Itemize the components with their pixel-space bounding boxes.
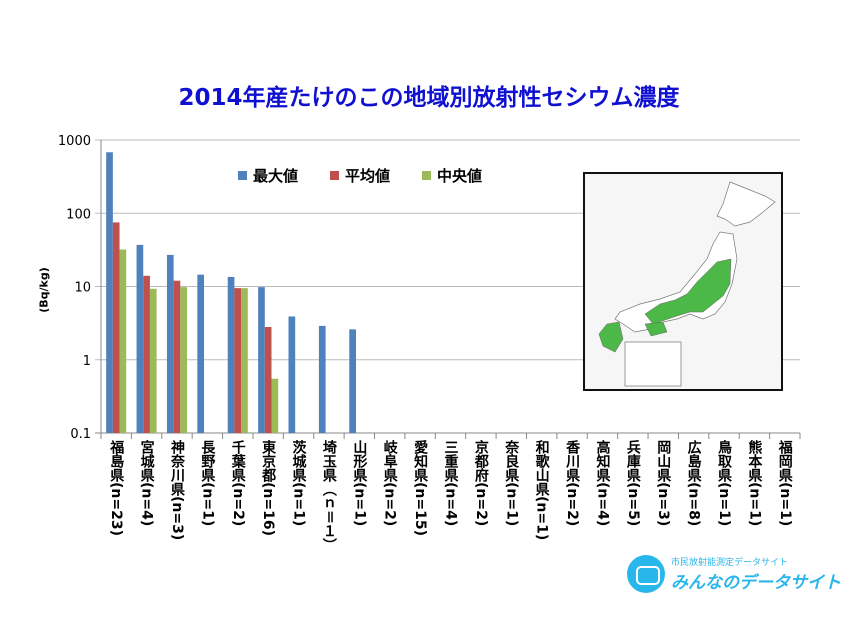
x-tick-label: 茨城県(n=1) — [290, 440, 307, 527]
x-tick-label: 長野県(n=1) — [199, 440, 216, 527]
hokkaido — [716, 181, 776, 227]
x-tick-label: 埼玉県（ｎ＝１） — [320, 440, 337, 552]
bar-平均値-2 — [173, 280, 181, 433]
site-logo: 市民放射能測定データサイト みんなのデータサイト — [627, 555, 841, 593]
x-tick-label: 熊本県(n=1) — [746, 440, 763, 527]
bar-最大値-5 — [258, 287, 265, 433]
x-tick-label: 千葉県(n=2) — [229, 440, 246, 527]
legend-label: 最大値 — [253, 167, 299, 185]
x-tick-label: 宮城県(n=4) — [138, 440, 155, 527]
bar-最大値-3 — [197, 274, 205, 433]
x-tick-label: 東京都(n=16) — [260, 440, 277, 536]
y-tick-label: 100 — [66, 207, 91, 222]
bar-最大値-4 — [227, 276, 235, 433]
bar-最大値-2 — [166, 254, 174, 433]
x-tick-label: 香川県(n=2) — [564, 440, 581, 527]
japan-map-inset — [583, 172, 783, 391]
x-tick-label: 山形県(n=1) — [351, 440, 368, 527]
legend-swatch — [330, 171, 339, 180]
y-axis-label: (Bq/kg) — [37, 267, 51, 313]
x-tick-label: 福島県(n=23) — [108, 440, 125, 536]
legend-item: 中央値 — [422, 165, 482, 186]
y-tick-label: 1 — [83, 354, 91, 369]
bar-平均値-1 — [143, 275, 150, 433]
bar-最大値-8 — [349, 329, 356, 433]
logo-title: みんなのデータサイト — [671, 573, 841, 593]
x-tick-label: 岡山県(n=3) — [655, 440, 672, 527]
legend-item: 最大値 — [238, 165, 298, 186]
x-tick-label: 兵庫県(n=5) — [624, 440, 641, 527]
y-tick-label: 10 — [74, 281, 91, 296]
x-tick-label: 鳥取県(n=1) — [716, 440, 733, 527]
sampled-prefectures — [644, 258, 732, 325]
x-tick-label: 京都府(n=2) — [472, 440, 489, 527]
bar-最大値-1 — [136, 244, 144, 433]
legend-label: 中央値 — [437, 167, 483, 185]
x-tick-label: 神奈川県(n=3) — [168, 440, 185, 541]
bar-中央値-2 — [180, 287, 188, 433]
bar-中央値-1 — [149, 288, 157, 433]
x-tick-label: 岐阜県(n=2) — [381, 440, 398, 527]
bar-中央値-5 — [271, 378, 279, 433]
bar-中央値-0 — [119, 249, 127, 433]
bar-平均値-0 — [112, 222, 120, 433]
x-tick-label: 福岡県(n=1) — [776, 440, 793, 527]
x-tick-label: 和歌山県(n=1) — [533, 440, 550, 541]
bar-平均値-5 — [264, 326, 272, 433]
bar-最大値-0 — [106, 152, 113, 433]
bar-最大値-6 — [288, 316, 296, 433]
x-tick-label: 三重県(n=4) — [442, 440, 459, 527]
chart-title: 2014年産たけのこの地域別放射性セシウム濃度 — [178, 85, 680, 111]
legend-item: 平均値 — [330, 165, 390, 186]
legend-label: 平均値 — [345, 167, 391, 185]
y-tick-label: 0.1 — [70, 427, 91, 442]
kyushu — [598, 321, 624, 353]
x-tick-label: 高知県(n=4) — [594, 440, 611, 527]
bar-平均値-4 — [234, 288, 242, 433]
x-tick-label: 奈良県(n=1) — [503, 440, 520, 527]
okinawa-inset-box — [624, 341, 682, 387]
bar-中央値-4 — [241, 288, 248, 433]
logo-subtitle: 市民放射能測定データサイト — [671, 558, 789, 568]
x-tick-label: 広島県(n=8) — [685, 440, 702, 527]
legend-swatch — [238, 171, 247, 180]
x-tick-label: 愛知県(n=15) — [412, 440, 429, 536]
logo-icon — [627, 555, 665, 593]
y-tick-label: 1000 — [58, 134, 91, 149]
legend-swatch — [422, 171, 431, 180]
bar-最大値-7 — [318, 325, 326, 433]
